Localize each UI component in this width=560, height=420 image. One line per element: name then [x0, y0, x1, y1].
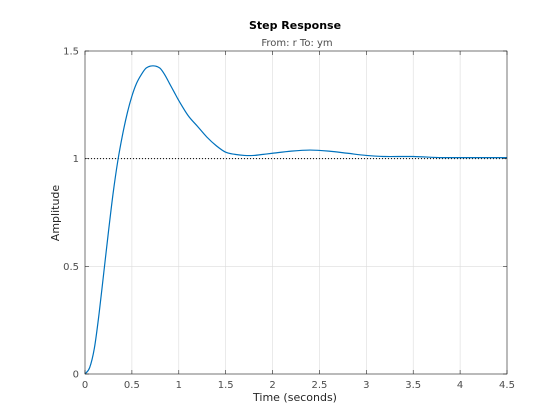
- plot-area: [85, 51, 507, 374]
- chart-title: Step Response: [249, 19, 341, 32]
- y-axis-label: Amplitude: [49, 185, 62, 242]
- chart-subtitle: From: r To: ym: [261, 38, 332, 49]
- x-tick-label: 2: [269, 380, 275, 391]
- x-tick-label: 3.5: [405, 380, 421, 391]
- x-tick-label: 2.5: [311, 380, 327, 391]
- y-tick-label: 0: [73, 370, 79, 381]
- y-tick-label: 1.5: [63, 47, 79, 58]
- plot-frame: [84, 50, 508, 375]
- y-tick-label: 1: [73, 154, 79, 165]
- step-response-line: [84, 65, 507, 375]
- x-tick-label: 1: [176, 380, 182, 391]
- x-tick-label: 1.5: [218, 380, 234, 391]
- axis-ticks: 0 0.5 1 1.5 2 2.5 3 3.5 4 4.5 0 0.5 1 1.5: [63, 47, 515, 392]
- y-tick-label: 0.5: [63, 262, 79, 273]
- x-tick-label: 0: [82, 380, 88, 391]
- x-tick-label: 3: [363, 380, 369, 391]
- x-tick-label: 4.5: [499, 380, 515, 391]
- x-tick-label: 0.5: [124, 380, 140, 391]
- x-axis-label: Time (seconds): [252, 391, 337, 404]
- x-tick-label: 4: [457, 380, 463, 391]
